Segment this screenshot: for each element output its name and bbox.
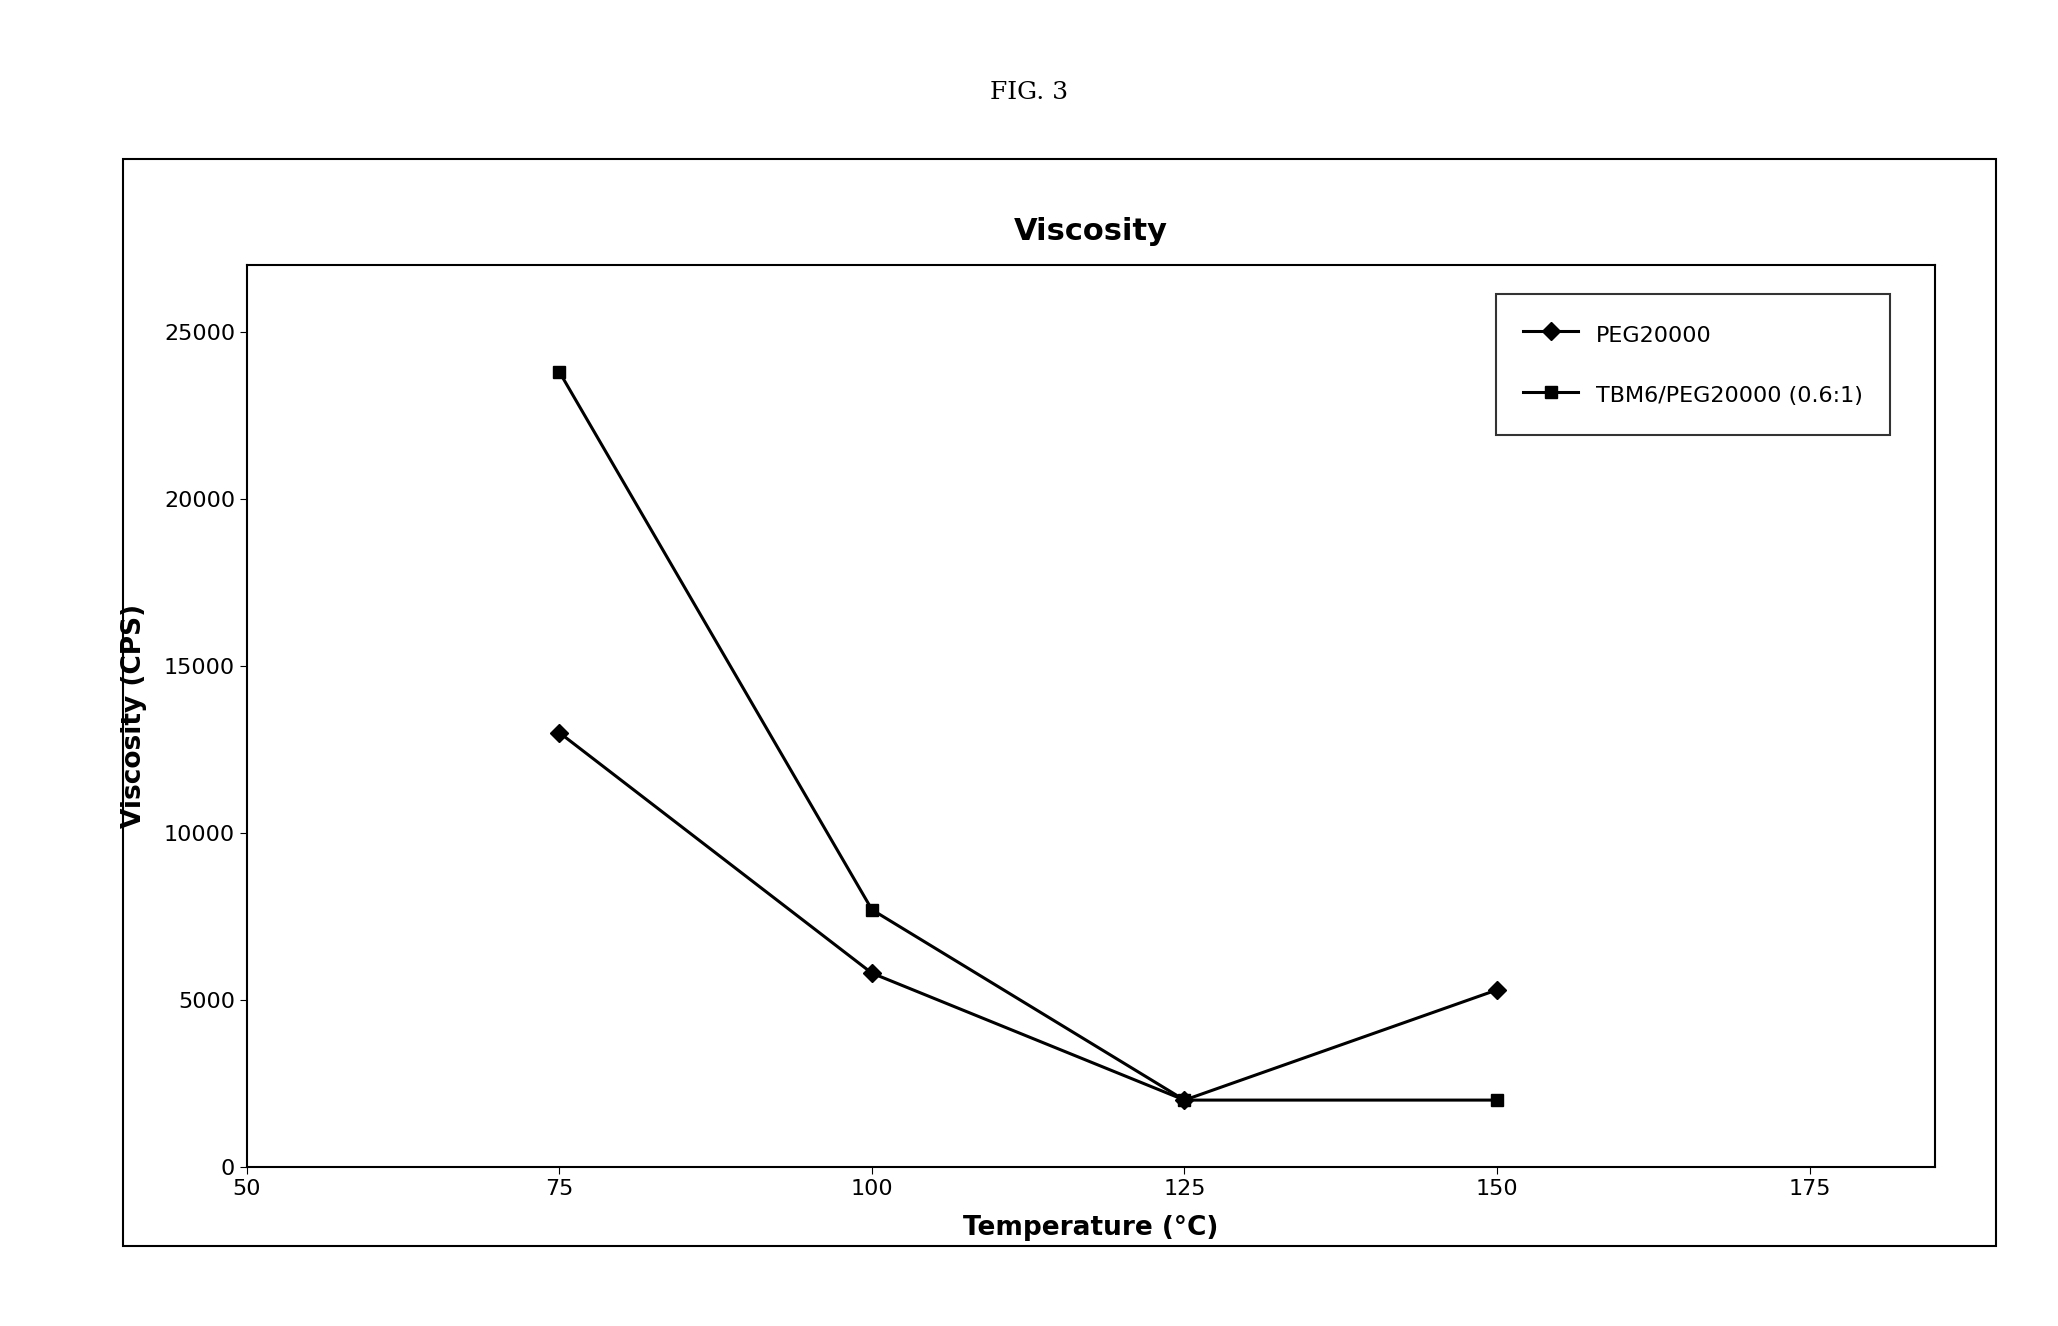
PEG20000 <box>860 965 885 981</box>
Legend: PEG20000, TBM6/PEG20000 (0.6:1): PEG20000, TBM6/PEG20000 (0.6:1) <box>1496 294 1889 435</box>
PEG20000 <box>1173 1093 1198 1109</box>
Line: TBM6/PEG20000 (0.6:1): TBM6/PEG20000 (0.6:1) <box>554 366 1502 1106</box>
PEG20000 <box>1484 983 1509 998</box>
TBM6/PEG20000 (0.6:1) <box>860 902 885 918</box>
Line: PEG20000: PEG20000 <box>554 727 1502 1106</box>
PEG20000 <box>547 725 572 741</box>
TBM6/PEG20000 (0.6:1) <box>547 365 572 381</box>
Y-axis label: Viscosity (CPS): Viscosity (CPS) <box>121 603 148 829</box>
Title: Viscosity: Viscosity <box>1015 217 1167 247</box>
TBM6/PEG20000 (0.6:1) <box>1173 1093 1198 1109</box>
TBM6/PEG20000 (0.6:1) <box>1484 1093 1509 1109</box>
Text: FIG. 3: FIG. 3 <box>990 81 1068 105</box>
X-axis label: Temperature (°C): Temperature (°C) <box>963 1216 1218 1241</box>
